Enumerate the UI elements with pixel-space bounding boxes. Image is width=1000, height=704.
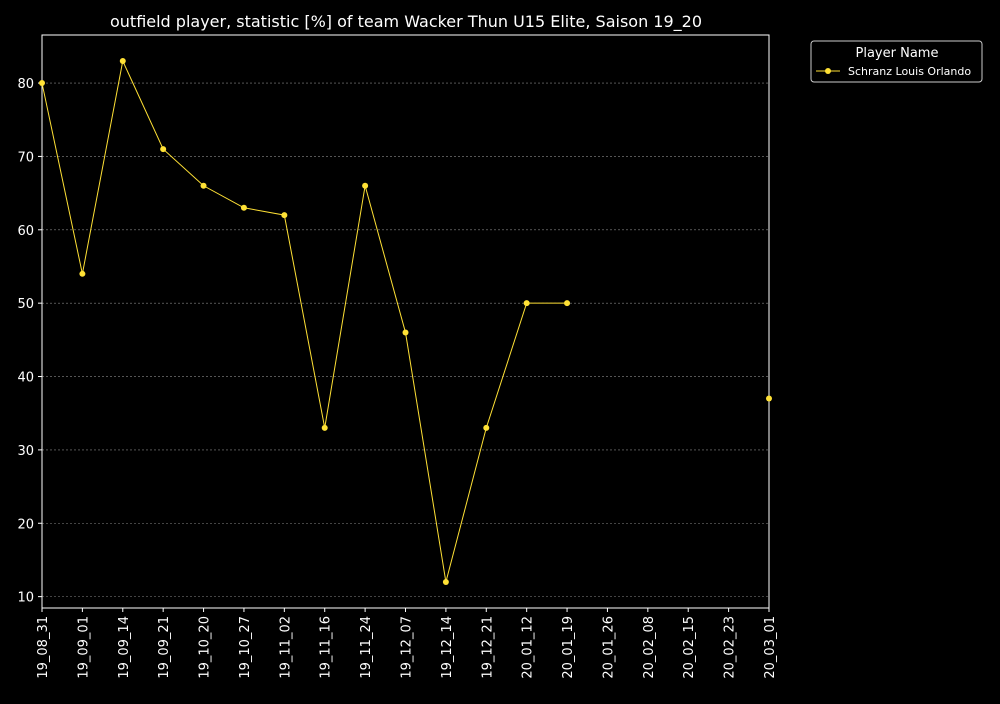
y-tick-label: 10 [17,591,34,606]
x-tick-label: 19_09_21 [157,616,172,679]
x-tick-label: 20_01_19 [561,616,576,679]
x-tick-label: 19_11_16 [319,616,334,679]
x-tick-label: 19_12_14 [440,616,455,679]
grid-lines [42,82,769,597]
data-point [79,270,86,277]
x-tick-label: 20_02_15 [682,616,697,679]
x-tick-label: 19_11_24 [359,616,374,679]
data-point [119,58,126,65]
x-tick-label: 19_12_21 [480,616,495,679]
data-point [200,182,207,189]
y-tick-label: 60 [17,224,34,239]
data-point [362,182,369,189]
legend-title: Player Name [856,46,939,61]
data-point [321,424,328,431]
data-point [564,300,571,307]
y-tick-label: 20 [17,517,34,532]
data-point [39,80,45,87]
x-tick-label: 20_02_08 [642,616,657,679]
x-tick-label: 20_03_01 [763,616,778,679]
x-tick-label: 20_01_26 [601,616,616,679]
x-tick-label: 19_11_02 [278,616,293,679]
data-point [402,329,409,336]
x-tick-label: 19_08_31 [36,616,51,679]
y-tick-label: 80 [17,77,34,92]
y-tick-label: 30 [17,444,34,459]
legend-box [810,40,983,83]
data-point [483,424,490,431]
x-tick-label: 19_12_07 [400,616,415,679]
data-point [281,212,288,219]
x-tick-label: 19_10_20 [198,616,213,679]
data-point [240,204,247,211]
legend-series-label: Schranz Louis Orlando [848,65,971,78]
y-tick-label: 40 [17,371,34,386]
y-tick-label: 70 [17,150,34,165]
x-tick-label: 19_09_01 [76,616,91,679]
data-point [442,578,449,585]
legend: Player Name Schranz Louis Orlando [810,40,983,83]
data-point [766,395,772,402]
y-tick-label: 50 [17,297,34,312]
x-tick-label: 19_10_27 [238,616,253,679]
y-axis-ticks: 10 20 30 40 50 60 70 80 [17,77,42,606]
x-tick-label: 19_09_14 [117,616,132,679]
x-axis-ticks: 19_08_31 19_09_01 19_09_14 19_09_21 19_10_20… [36,608,778,679]
data-point [160,146,167,153]
legend-series-marker [825,68,831,74]
x-tick-label: 20_02_23 [723,616,738,679]
chart-title: outfield player, statistic [%] of team W… [110,12,702,32]
x-tick-label: 20_01_12 [521,616,536,679]
series-line [41,59,568,583]
series-layer [39,58,772,585]
data-point [523,300,530,307]
